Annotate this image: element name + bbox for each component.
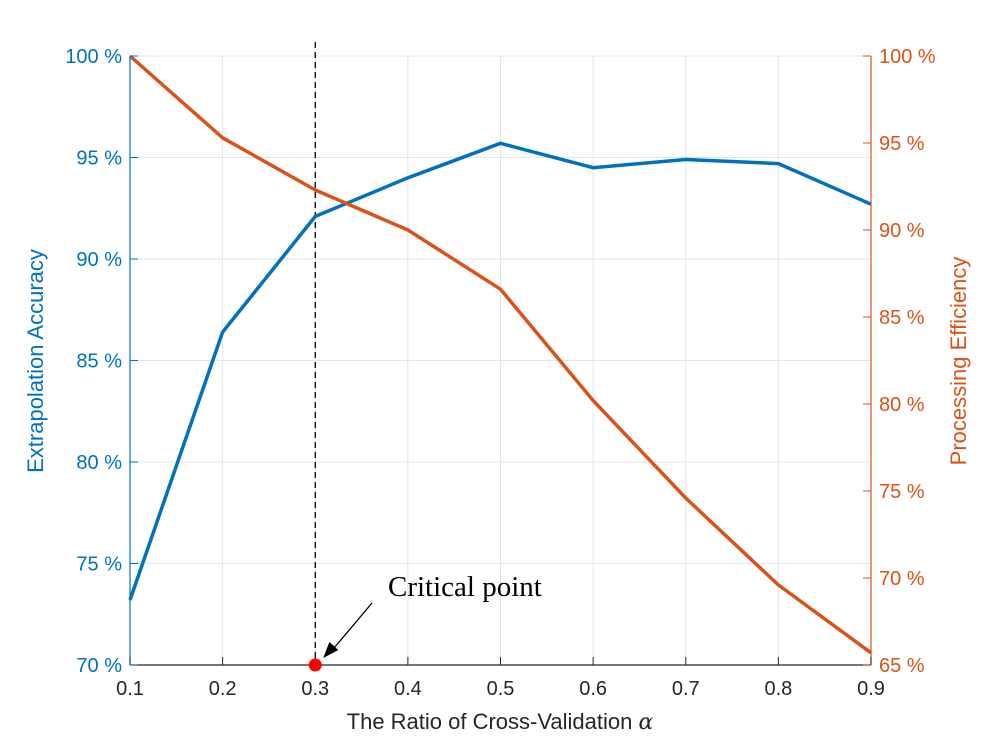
left-tick-label-0: 70 % (76, 655, 122, 677)
x-axis-label-symbol: α (639, 710, 654, 735)
x-tick-label-2: 0.3 (301, 678, 329, 700)
series-line-left (128, 141, 872, 601)
x-tick-label-7: 0.8 (764, 678, 792, 700)
tick-labels-group: 0.1 0.2 0.3 0.4 0.5 0.6 0.7 0.8 0.9 70 % 75 % 80 % 8… (65, 46, 936, 700)
right-tick-label-1: 70 % (879, 568, 925, 590)
right-tick-label-0: 65 % (879, 655, 925, 677)
series-line-right (128, 54, 873, 655)
left-tick-label-2: 80 % (76, 452, 122, 474)
left-tick-label-6: 100 % (65, 46, 122, 68)
x-tick-label-6: 0.7 (672, 678, 700, 700)
axes-group (129, 55, 872, 666)
annotation-arrow-shaft (332, 602, 373, 650)
left-tick-label-1: 75 % (76, 554, 122, 576)
right-axis-label: Processing Efficiency (946, 257, 971, 466)
right-tick-label-3: 80 % (879, 394, 925, 416)
right-tick-label-4: 85 % (879, 307, 925, 329)
annotation-arrow-head (323, 642, 339, 658)
x-axis-label-text: The Ratio of Cross-Validation (347, 709, 633, 734)
series-group (128, 54, 873, 655)
x-tick-label-8: 0.9 (857, 678, 885, 700)
annotation-text: Critical point (388, 571, 542, 603)
x-axis-label: The Ratio of Cross-Validation α (347, 709, 654, 735)
grid-lines (129, 55, 872, 666)
right-tick-label-2: 75 % (879, 481, 925, 503)
left-axis-label: Extrapolation Accuracy (23, 249, 48, 473)
left-tick-label-3: 85 % (76, 351, 122, 373)
right-tick-label-5: 90 % (879, 220, 925, 242)
x-tick-label-3: 0.4 (394, 678, 422, 700)
x-tick-label-5: 0.6 (579, 678, 607, 700)
left-tick-label-4: 90 % (76, 249, 122, 271)
x-tick-label-4: 0.5 (487, 678, 515, 700)
critical-point-marker (308, 658, 322, 672)
x-tick-label-0: 0.1 (116, 678, 144, 700)
left-tick-label-5: 95 % (76, 148, 122, 170)
right-tick-label-7: 100 % (879, 46, 936, 68)
annotation-group: Critical point (308, 571, 542, 672)
x-tick-label-1: 0.2 (209, 678, 237, 700)
right-tick-label-6: 95 % (879, 133, 925, 155)
